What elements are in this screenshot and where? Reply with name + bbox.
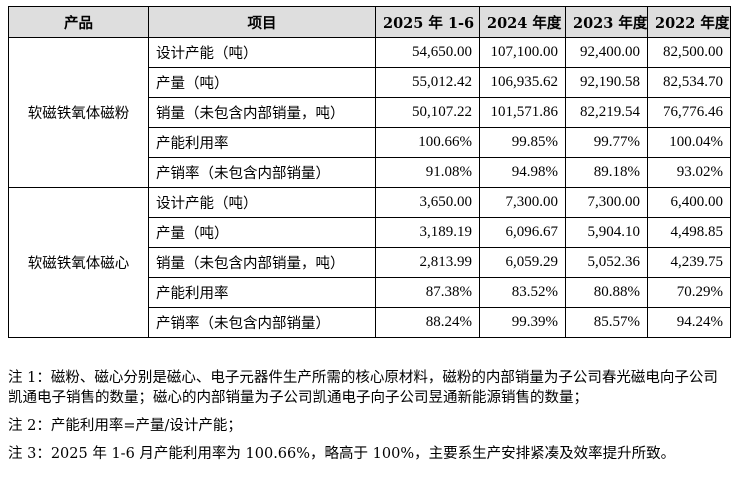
item-cell: 产能利用率 xyxy=(148,277,376,308)
item-cell: 设计产能（吨） xyxy=(148,187,376,218)
value-cell: 91.08% xyxy=(375,157,480,188)
value-cell: 92,190.58 xyxy=(565,67,648,98)
value-cell: 83.52% xyxy=(479,277,566,308)
value-cell: 82,534.70 xyxy=(647,67,731,98)
product-cell: 软磁铁氧体磁粉 xyxy=(8,37,149,188)
value-cell: 3,650.00 xyxy=(375,187,480,218)
value-cell: 85.57% xyxy=(565,307,648,338)
value-cell: 7,300.00 xyxy=(565,187,648,218)
value-cell: 93.02% xyxy=(647,157,731,188)
value-cell: 99.85% xyxy=(479,127,566,158)
item-cell: 销量（未包含内部销量，吨） xyxy=(148,97,376,128)
value-cell: 2,813.99 xyxy=(375,247,480,278)
header-2023: 2023 年度 xyxy=(565,6,648,38)
value-cell: 6,059.29 xyxy=(479,247,566,278)
table-row: 产能利用率 100.66% 99.85% 99.77% 100.04% xyxy=(9,127,731,158)
item-cell: 产量（吨） xyxy=(148,67,376,98)
item-cell: 销量（未包含内部销量，吨） xyxy=(148,247,376,278)
table-row: 软磁铁氧体磁心 设计产能（吨） 3,650.00 7,300.00 7,300.… xyxy=(8,187,731,338)
header-2025h1: 2025 年 1-6 月 xyxy=(375,6,480,38)
value-cell: 3,189.19 xyxy=(375,217,480,248)
header-item: 项目 xyxy=(148,6,376,38)
value-cell: 88.24% xyxy=(375,307,480,338)
item-cell: 产销率（未包含内部销量） xyxy=(148,157,376,188)
value-cell: 76,776.46 xyxy=(647,97,731,128)
value-cell: 94.24% xyxy=(647,307,731,338)
value-cell: 89.18% xyxy=(565,157,648,188)
header-product: 产品 xyxy=(8,6,149,38)
value-cell: 82,219.54 xyxy=(565,97,648,128)
value-cell: 80.88% xyxy=(565,277,648,308)
value-cell: 106,935.62 xyxy=(479,67,566,98)
item-cell: 产量（吨） xyxy=(148,217,376,248)
note-3: 注 3：2025 年 1-6 月产能利用率为 100.66%，略高于 100%，… xyxy=(8,446,676,462)
value-cell: 6,400.00 xyxy=(647,187,731,218)
value-cell: 82,500.00 xyxy=(647,37,731,68)
value-cell: 5,904.10 xyxy=(565,217,648,248)
product-cell: 软磁铁氧体磁心 xyxy=(8,187,149,338)
value-cell: 92,400.00 xyxy=(565,37,648,68)
item-cell: 产销率（未包含内部销量） xyxy=(148,307,376,338)
item-cell: 设计产能（吨） xyxy=(148,37,376,68)
value-cell: 55,012.42 xyxy=(375,67,480,98)
value-cell: 70.29% xyxy=(647,277,731,308)
note-2: 注 2：产能利用率=产量/设计产能； xyxy=(8,418,242,434)
table-row: 产量（吨） 55,012.42 106,935.62 92,190.58 82,… xyxy=(9,67,731,98)
note-1: 注 1：磁粉、磁心分别是磁心、电子元器件生产所需的核心原材料，磁粉的内部销量为子… xyxy=(8,370,718,406)
value-cell: 107,100.00 xyxy=(479,37,566,68)
table-row: 产销率（未包含内部销量） 91.08% 94.98% 89.18% 93.02% xyxy=(9,157,731,188)
value-cell: 6,096.67 xyxy=(479,217,566,248)
value-cell: 5,052.36 xyxy=(565,247,648,278)
value-cell: 100.04% xyxy=(647,127,731,158)
notes-section: 注 1：磁粉、磁心分别是磁心、电子元器件生产所需的核心原材料，磁粉的内部销量为子… xyxy=(8,368,730,472)
table-row: 销量（未包含内部销量，吨） 50,107.22 101,571.86 82,21… xyxy=(9,97,731,128)
value-cell: 4,498.85 xyxy=(647,217,731,248)
table-row: 产量（吨） 3,189.19 6,096.67 5,904.10 4,498.8… xyxy=(9,217,731,248)
value-cell: 87.38% xyxy=(375,277,480,308)
capacity-table: 产品 项目 2025 年 1-6 月 2024 年度 2023 年度 2022 … xyxy=(8,6,731,338)
header-2024: 2024 年度 xyxy=(479,6,566,38)
value-cell: 100.66% xyxy=(375,127,480,158)
table-row: 销量（未包含内部销量，吨） 2,813.99 6,059.29 5,052.36… xyxy=(9,247,731,278)
value-cell: 54,650.00 xyxy=(375,37,480,68)
table-row: 软磁铁氧体磁粉 设计产能（吨） 54,650.00 107,100.00 92,… xyxy=(8,37,731,188)
value-cell: 4,239.75 xyxy=(647,247,731,278)
value-cell: 99.39% xyxy=(479,307,566,338)
value-cell: 101,571.86 xyxy=(479,97,566,128)
table-row: 产销率（未包含内部销量） 88.24% 99.39% 85.57% 94.24% xyxy=(9,307,731,338)
value-cell: 99.77% xyxy=(565,127,648,158)
table-header-row: 产品 项目 2025 年 1-6 月 2024 年度 2023 年度 2022 … xyxy=(8,6,731,38)
value-cell: 94.98% xyxy=(479,157,566,188)
item-cell: 产能利用率 xyxy=(148,127,376,158)
value-cell: 7,300.00 xyxy=(479,187,566,218)
value-cell: 50,107.22 xyxy=(375,97,480,128)
header-2022: 2022 年度 xyxy=(647,6,731,38)
